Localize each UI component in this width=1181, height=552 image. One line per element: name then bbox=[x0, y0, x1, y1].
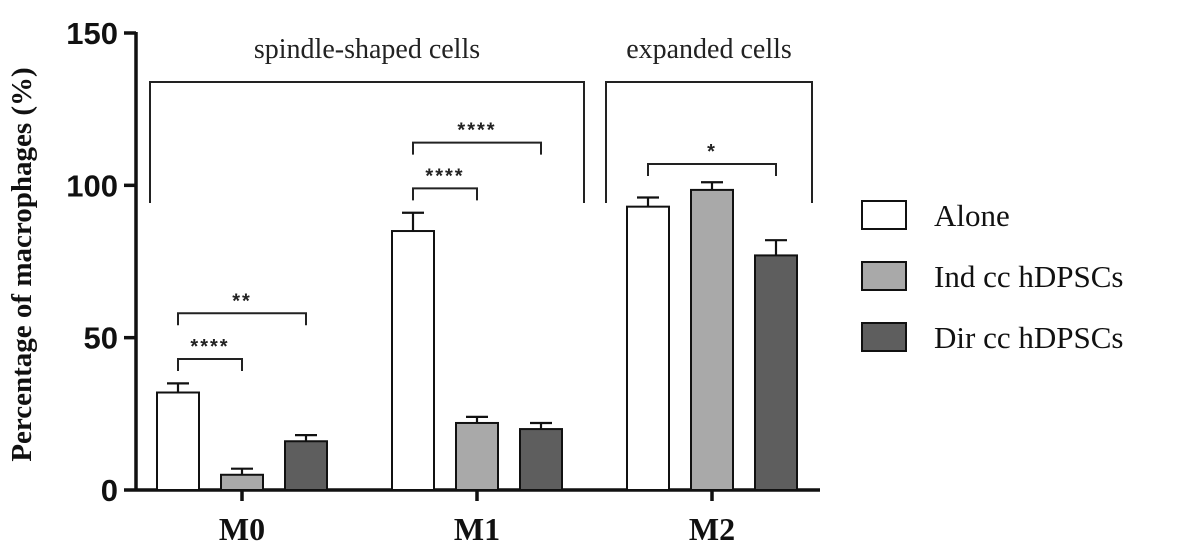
group-bracket bbox=[149, 81, 585, 203]
significance-bracket bbox=[647, 163, 777, 177]
bar-m2-series-1 bbox=[626, 205, 670, 491]
bar-m1-series-2 bbox=[455, 421, 499, 491]
group-brackets: spindle-shaped cells expanded cells bbox=[149, 34, 813, 203]
x-tick-label: M0 bbox=[219, 511, 265, 547]
bar-m0-series-1 bbox=[156, 391, 200, 491]
bar-m2-series-3 bbox=[754, 254, 798, 491]
legend-swatch bbox=[861, 261, 907, 291]
significance-bracket bbox=[177, 357, 243, 371]
y-tick-label: 0 bbox=[101, 473, 118, 508]
significance-label: ** bbox=[232, 290, 252, 312]
y-axis-title: Percentage of macrophages (%) bbox=[6, 67, 38, 461]
y-tick-label: 50 bbox=[84, 321, 118, 356]
bar-m0-series-2 bbox=[220, 473, 264, 491]
bars bbox=[156, 181, 798, 492]
significance-label: * bbox=[707, 141, 717, 163]
y-tick-label: 100 bbox=[66, 168, 118, 203]
bar-m2-series-2 bbox=[690, 188, 734, 492]
significance-markers: *************** bbox=[177, 120, 777, 371]
y-tick-label: 150 bbox=[66, 16, 118, 51]
legend-label: Dir cc hDPSCs bbox=[934, 320, 1123, 355]
bar-m0-series-3 bbox=[284, 440, 328, 491]
legend-label: Ind cc hDPSCs bbox=[934, 259, 1123, 294]
x-tick-label: M1 bbox=[454, 511, 500, 547]
group-bracket bbox=[605, 81, 813, 203]
axes: 0 50 100 150 Percentage of macrophages (%) M0… bbox=[6, 16, 820, 547]
group-bracket-label: expanded cells bbox=[626, 34, 792, 65]
significance-label: **** bbox=[425, 165, 464, 187]
group-bracket-label: spindle-shaped cells bbox=[254, 34, 480, 65]
legend-label: Alone bbox=[934, 198, 1010, 233]
legend: Alone Ind cc hDPSCs Dir cc hDPSCs bbox=[861, 198, 1123, 355]
x-tick-label: M2 bbox=[689, 511, 735, 547]
bar-m1-series-1 bbox=[391, 230, 435, 492]
legend-swatch bbox=[861, 200, 907, 230]
bar-m1-series-3 bbox=[519, 428, 563, 492]
legend-swatch bbox=[861, 322, 907, 352]
significance-bracket bbox=[412, 187, 478, 201]
significance-label: **** bbox=[457, 120, 496, 142]
significance-bracket bbox=[177, 312, 307, 326]
significance-bracket bbox=[412, 141, 542, 155]
significance-label: **** bbox=[190, 336, 229, 358]
